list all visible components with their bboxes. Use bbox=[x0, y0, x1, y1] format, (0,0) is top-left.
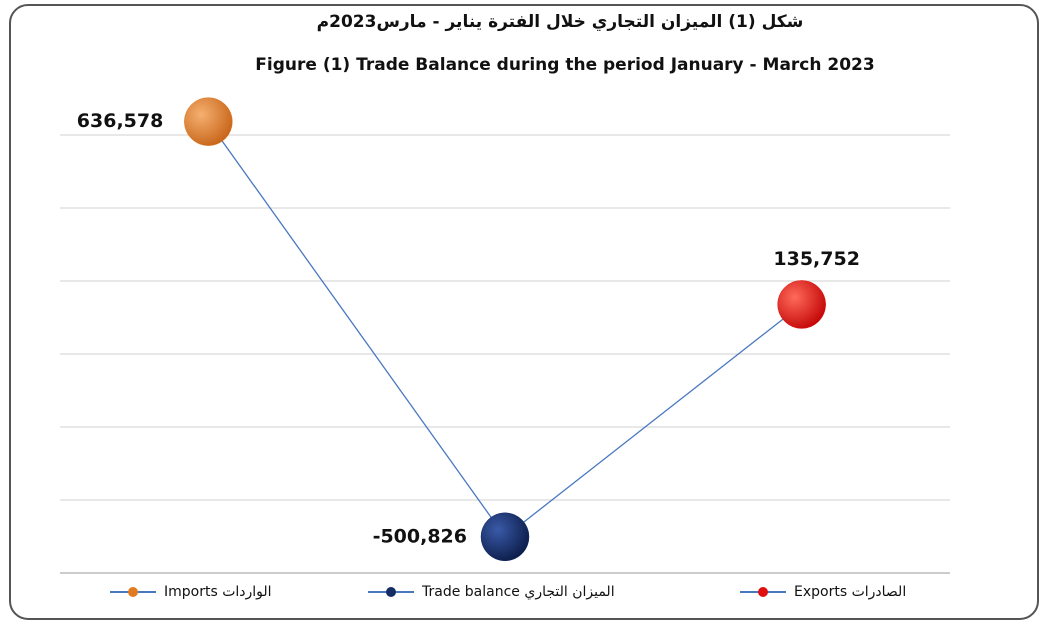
legend-marker bbox=[758, 587, 768, 597]
data-point bbox=[777, 280, 826, 329]
chart-border bbox=[9, 4, 1039, 620]
data-label: 135,752 bbox=[773, 248, 860, 270]
legend-marker bbox=[386, 587, 396, 597]
data-point bbox=[480, 512, 530, 562]
legend-label: Exports الصادرات bbox=[794, 584, 906, 600]
legend-label: Imports الواردات bbox=[164, 584, 272, 600]
data-point bbox=[184, 97, 233, 146]
legend-marker bbox=[128, 587, 138, 597]
chart-subtitle: Figure (1) Trade Balance during the peri… bbox=[255, 55, 874, 75]
data-label: 636,578 bbox=[77, 110, 164, 132]
chart-title: شكل (1) الميزان التجاري خلال الفترة يناي… bbox=[317, 12, 804, 32]
data-label: -500,826 bbox=[373, 525, 467, 547]
legend-label: Trade balance الميزان التجاري bbox=[421, 584, 615, 600]
